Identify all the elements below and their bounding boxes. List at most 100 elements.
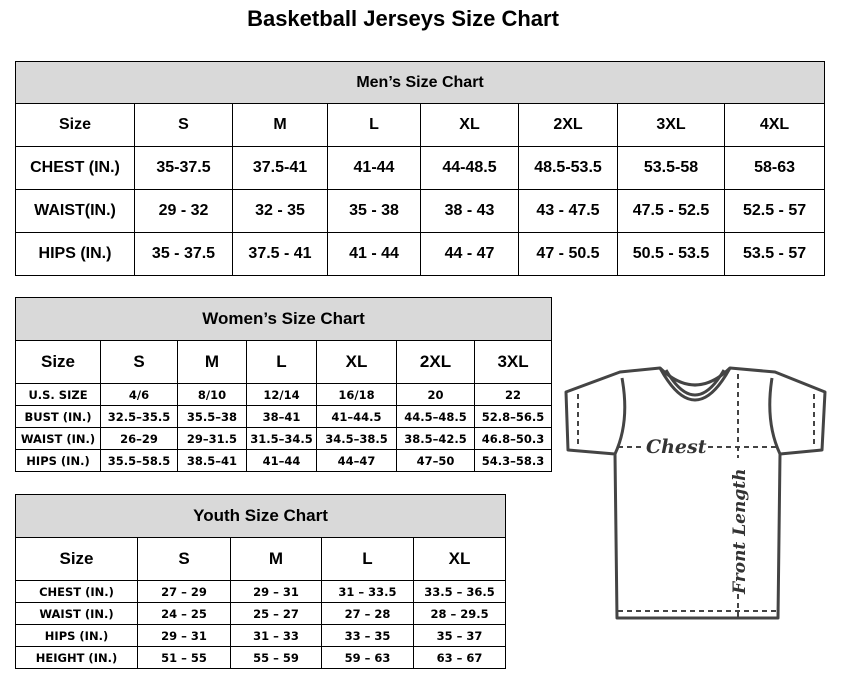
cell: 26–29 (100, 427, 178, 450)
cell: 34.5–38.5 (316, 427, 397, 450)
cell: 47–50 (396, 449, 475, 472)
row-label: U.S. SIZE (15, 383, 101, 406)
table-row: WAIST (IN.) 26–29 29–31.5 31.5–34.5 34.5–38.… (15, 427, 553, 450)
cell: L (327, 103, 421, 147)
cell: 38 - 43 (420, 189, 519, 233)
cell: 41–44 (246, 449, 317, 472)
jersey-diagram: Chest Front Length (564, 366, 827, 620)
cell: 43 - 47.5 (518, 189, 618, 233)
cell: 8/10 (177, 383, 247, 406)
front-length-label: Front Length (730, 469, 750, 595)
row-label: BUST (IN.) (15, 405, 101, 428)
cell: XL (420, 103, 519, 147)
cell: 53.5 - 57 (723, 232, 826, 276)
table-heading: Men’s Size Chart (14, 61, 826, 104)
cell: 41 - 44 (327, 232, 421, 276)
cell: 20 (396, 383, 475, 406)
cell: 3XL (617, 103, 725, 147)
cell: S (100, 340, 178, 384)
table-heading: Women’s Size Chart (14, 297, 553, 341)
cell: 29 – 31 (137, 624, 231, 647)
cell: 31 – 33.5 (321, 580, 414, 603)
cell: 12/14 (246, 383, 317, 406)
cell: 38.5–41 (177, 449, 247, 472)
row-label: WAIST (IN.) (15, 427, 101, 450)
cell: 35 - 38 (327, 189, 421, 233)
row-label: Size (15, 537, 138, 581)
cell: L (246, 340, 317, 384)
cell: 38–41 (246, 405, 317, 428)
cell: L (321, 537, 414, 581)
cell: 3XL (473, 340, 553, 384)
cell: 38.5–42.5 (396, 427, 475, 450)
cell: 24 – 25 (137, 602, 231, 625)
cell: 50.5 - 53.5 (617, 232, 725, 276)
row-label: CHEST (IN.) (15, 146, 135, 190)
cell: 31 – 33 (230, 624, 322, 647)
cell: 63 – 67 (412, 646, 507, 669)
cell: 59 – 63 (321, 646, 414, 669)
cell: 35-37.5 (134, 146, 233, 190)
row-label: WAIST(IN.) (15, 189, 135, 233)
cell: XL (412, 537, 507, 581)
row-label: WAIST (IN.) (15, 602, 138, 625)
cell: 32.5–35.5 (100, 405, 178, 428)
womens-size-table: Women’s Size Chart Size S M L XL 2XL 3XL U.S. S… (14, 297, 553, 472)
cell: 54.3–58.3 (473, 449, 553, 472)
cell: 37.5-41 (232, 146, 328, 190)
cell: 41–44.5 (316, 405, 397, 428)
cell: 29 - 32 (134, 189, 233, 233)
table-row: WAIST(IN.) 29 - 32 32 - 35 35 - 38 38 - 43 43… (15, 189, 826, 233)
cell: XL (316, 340, 397, 384)
cell: 53.5-58 (617, 146, 725, 190)
cell: 35.5–58.5 (100, 449, 178, 472)
table-row: HIPS (IN.) 35.5–58.5 38.5–41 41–44 44–47 47–5… (15, 449, 553, 472)
chest-label: Chest (646, 436, 707, 458)
header-row: Size S M L XL 2XL 3XL (15, 340, 553, 384)
cell: 4XL (723, 103, 826, 147)
cell: 22 (473, 383, 553, 406)
cell: 27 – 28 (321, 602, 414, 625)
cell: M (232, 103, 328, 147)
table-row: CHEST (IN.) 27 – 29 29 – 31 31 – 33.5 33.5 –… (15, 580, 507, 603)
table-row: HEIGHT (IN.) 51 – 55 55 – 59 59 – 63 63 – 67 (15, 646, 507, 669)
cell: 47 - 50.5 (518, 232, 618, 276)
row-label: HEIGHT (IN.) (15, 646, 138, 669)
cell: 41-44 (327, 146, 421, 190)
cell: 29 – 31 (230, 580, 322, 603)
jersey-outline (564, 366, 827, 620)
cell: 27 – 29 (137, 580, 231, 603)
cell: 16/18 (316, 383, 397, 406)
table-row: WAIST (IN.) 24 – 25 25 – 27 27 – 28 28 – 29.… (15, 602, 507, 625)
cell: 46.8–50.3 (473, 427, 553, 450)
cell: 44-48.5 (420, 146, 519, 190)
table-heading: Youth Size Chart (14, 494, 507, 538)
table-row: U.S. SIZE 4/6 8/10 12/14 16/18 20 22 (15, 383, 553, 406)
cell: 55 – 59 (230, 646, 322, 669)
row-label: HIPS (IN.) (15, 449, 101, 472)
cell: 31.5–34.5 (246, 427, 317, 450)
cell: 44–47 (316, 449, 397, 472)
row-label: HIPS (IN.) (15, 624, 138, 647)
table-row: CHEST (IN.) 35-37.5 37.5-41 41-44 44-48.5 48.… (15, 146, 826, 190)
row-label: Size (15, 340, 101, 384)
header-row: Size S M L XL 2XL 3XL 4XL (15, 103, 826, 147)
cell: 47.5 - 52.5 (617, 189, 725, 233)
cell: 25 – 27 (230, 602, 322, 625)
cell: 35 – 37 (412, 624, 507, 647)
cell: 4/6 (100, 383, 178, 406)
cell: 35.5–38 (177, 405, 247, 428)
table-row: BUST (IN.) 32.5–35.5 35.5–38 38–41 41–44.5 44… (15, 405, 553, 428)
cell: 58-63 (723, 146, 826, 190)
cell: M (177, 340, 247, 384)
cell: 51 – 55 (137, 646, 231, 669)
cell: 28 – 29.5 (412, 602, 507, 625)
row-label: Size (15, 103, 135, 147)
cell: 32 - 35 (232, 189, 328, 233)
cell: S (137, 537, 231, 581)
cell: 2XL (518, 103, 618, 147)
row-label: CHEST (IN.) (15, 580, 138, 603)
table-row: HIPS (IN.) 29 – 31 31 – 33 33 – 35 35 – 37 (15, 624, 507, 647)
cell: 52.8–56.5 (473, 405, 553, 428)
cell: S (134, 103, 233, 147)
